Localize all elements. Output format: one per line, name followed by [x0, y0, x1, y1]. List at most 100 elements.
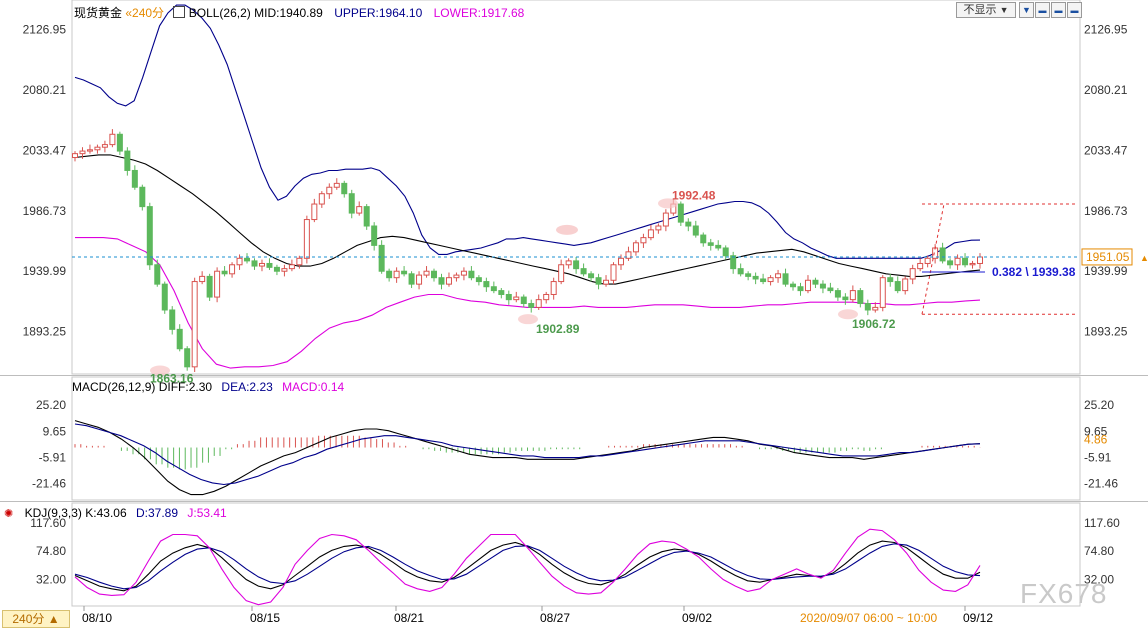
macd-label: MACD(26,12,9): [72, 380, 156, 394]
candle-body: [827, 287, 834, 292]
candle-body: [745, 273, 752, 277]
period-label[interactable]: «240分: [125, 6, 165, 20]
kdj-j: J:53.41: [187, 506, 227, 520]
main-y-tick-right-1: 2080.21: [1084, 83, 1128, 97]
x-tick-label-1: 08/15: [250, 611, 280, 625]
candle-body: [550, 281, 557, 295]
candle-body: [431, 270, 438, 279]
candle-body: [131, 169, 138, 188]
candle-body: [625, 251, 632, 259]
layout-button-1[interactable]: ▬: [1035, 2, 1050, 18]
candle-body: [842, 296, 849, 301]
main-y-tick-right-0: 2126.95: [1084, 23, 1128, 37]
macd-y-tick-right-1: 9.65: [1084, 424, 1108, 438]
candle-body: [199, 275, 206, 283]
candle-body: [109, 133, 116, 146]
boll-line-upper: [74, 4, 981, 259]
kdj-label: KDJ(9,3,3): [24, 506, 82, 520]
candle-body: [513, 296, 520, 301]
candle-body: [303, 219, 310, 259]
candle-body: [565, 260, 572, 266]
macd-y-tick-left-0: 25.20: [36, 398, 66, 412]
candle-body: [154, 264, 161, 285]
kdj-k: K:43.06: [85, 506, 127, 520]
display-dropdown-label: 不显示: [963, 4, 997, 16]
candle-body: [790, 283, 797, 288]
candle-body: [528, 303, 535, 308]
candle-body: [273, 266, 280, 272]
collapse-button[interactable]: ▼: [1019, 2, 1034, 18]
x-tick-label-3: 08/27: [540, 611, 570, 625]
candle-body: [94, 146, 101, 151]
annotation-label-4: 0.382 \ 1939.38: [992, 265, 1076, 279]
candle-body: [819, 283, 826, 289]
candle-body: [917, 262, 924, 270]
macd-header: MACD(26,12,9) DIFF:2.30 DEA:2.23 MACD:0.…: [72, 380, 344, 394]
candle-body: [416, 274, 423, 285]
x-tick-label-2: 08/21: [394, 611, 424, 625]
chevron-down-icon: ▼: [999, 5, 1009, 15]
candle-body: [214, 270, 221, 298]
candle-body: [460, 270, 467, 276]
watermark: FX678: [1020, 578, 1108, 609]
candle-body: [632, 242, 639, 253]
candle-body: [812, 279, 819, 285]
candle-body: [617, 257, 624, 266]
candle-body: [468, 270, 475, 279]
macd-y-tick-left-1: 9.65: [43, 424, 67, 438]
current-price-arrow-icon: ▲: [1140, 253, 1148, 263]
candle-body: [902, 278, 909, 292]
candle-body: [595, 277, 602, 285]
period-select-button[interactable]: 240分 ▲: [2, 610, 70, 628]
candle-body: [244, 257, 251, 262]
candle-body: [782, 273, 789, 285]
candle-body: [318, 193, 325, 205]
x-tick-label-4: 09/02: [682, 611, 712, 625]
current-price-label: 1951.05: [1086, 250, 1130, 264]
main-y-tick-left-1: 2080.21: [23, 83, 67, 97]
candle-body: [101, 144, 108, 148]
settings-icon[interactable]: ✺: [4, 508, 14, 520]
annotation-label-1: 1902.89: [536, 322, 580, 336]
main-y-tick-left-5: 1893.25: [23, 325, 67, 339]
candle-body: [483, 281, 490, 288]
main-y-tick-left-3: 1986.73: [23, 204, 67, 218]
kdj-y-tick-right-0: 117.60: [1084, 516, 1120, 530]
kdj-panel-frame: [71, 502, 1081, 607]
candle-body: [692, 225, 699, 236]
candle-body: [124, 150, 131, 171]
macd-diff: DIFF:2.30: [158, 380, 213, 394]
candle-body: [872, 306, 879, 311]
candle-body: [580, 268, 587, 275]
candle-body: [647, 229, 654, 239]
candle-body: [453, 274, 460, 279]
layout-button-3[interactable]: ▬: [1067, 2, 1082, 18]
boll-upper: UPPER:1964.10: [334, 6, 423, 20]
candle-body: [767, 277, 774, 283]
candle-body: [775, 273, 782, 279]
candle-body: [281, 268, 288, 272]
candles-group: [72, 129, 983, 372]
kdj-y-tick-left-1: 74.80: [36, 544, 66, 558]
layout-button-2[interactable]: ▬: [1051, 2, 1066, 18]
annotation-label-2: 1992.48: [672, 188, 716, 202]
display-dropdown[interactable]: 不显示 ▼: [956, 2, 1016, 18]
macd-histogram: [74, 435, 981, 470]
candle-body: [610, 264, 617, 281]
candle-body: [603, 279, 610, 285]
candle-body: [685, 221, 692, 227]
candle-body: [722, 247, 729, 257]
candle-body: [191, 281, 198, 368]
kdj-line-j: [74, 528, 981, 606]
candle-body: [161, 283, 168, 311]
candle-body: [326, 186, 333, 195]
candle-body: [176, 328, 183, 350]
main-y-tick-right-3: 1986.73: [1084, 204, 1128, 218]
boll-line-lower: [75, 237, 981, 369]
boll-lower: LOWER:1917.68: [433, 6, 525, 20]
panel-icon-3: ▬: [1070, 6, 1079, 15]
candle-body: [864, 303, 871, 311]
candle-body: [662, 212, 669, 227]
